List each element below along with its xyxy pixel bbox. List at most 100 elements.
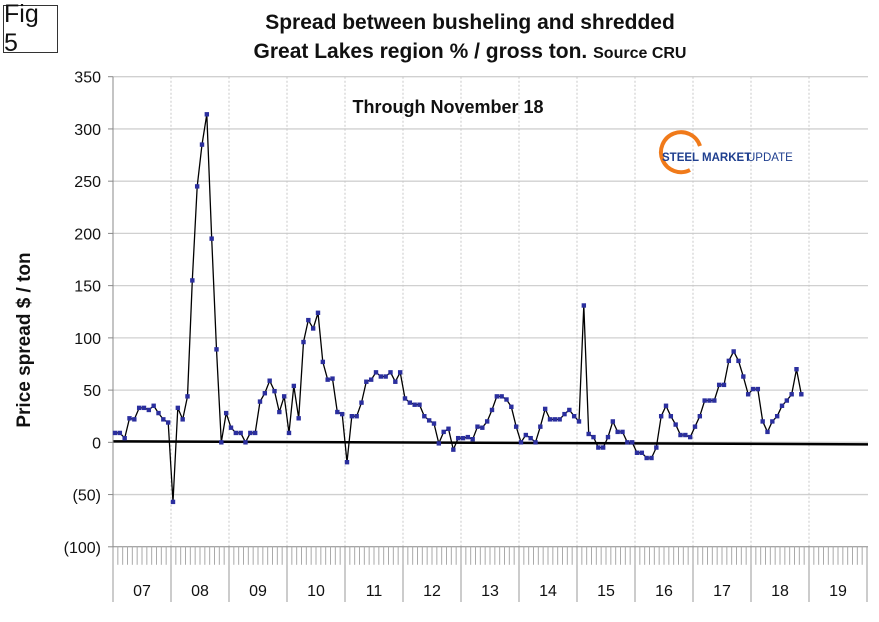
data-point bbox=[185, 394, 190, 399]
data-point bbox=[446, 426, 451, 431]
data-point bbox=[755, 386, 761, 392]
data-point bbox=[494, 394, 500, 399]
y-axis-label: Price spread $ / ton bbox=[14, 252, 35, 427]
data-point bbox=[552, 417, 558, 422]
y-axis: 350 300 250 200 150 100 50 0 (50) (100) bbox=[64, 70, 114, 557]
data-point bbox=[765, 429, 770, 435]
x-tick-label: 10 bbox=[307, 583, 325, 600]
data-point bbox=[634, 450, 640, 455]
data-point bbox=[330, 376, 335, 381]
data-point bbox=[325, 377, 330, 382]
data-point bbox=[774, 414, 780, 419]
data-point bbox=[122, 435, 127, 441]
data-point bbox=[692, 424, 698, 429]
data-point bbox=[716, 382, 722, 388]
data-point bbox=[625, 440, 630, 445]
data-point bbox=[620, 429, 625, 435]
data-point bbox=[596, 445, 601, 450]
data-point bbox=[383, 374, 388, 379]
data-point bbox=[470, 436, 475, 442]
data-point bbox=[542, 406, 548, 412]
y-tick-label: 250 bbox=[74, 174, 101, 191]
data-point bbox=[339, 411, 345, 417]
data-point bbox=[243, 440, 248, 445]
data-point bbox=[658, 414, 664, 419]
y-tick-label: 100 bbox=[74, 331, 101, 348]
data-point bbox=[683, 432, 688, 438]
data-point bbox=[141, 405, 147, 411]
x-tick-label: 18 bbox=[771, 583, 789, 600]
data-point bbox=[489, 407, 495, 413]
x-tick-label: 12 bbox=[423, 583, 441, 600]
chart-annotation: Through November 18 bbox=[352, 97, 543, 117]
x-tick-label: 09 bbox=[249, 583, 267, 600]
data-point bbox=[373, 370, 379, 375]
data-point bbox=[368, 377, 374, 382]
y-tick-label: (50) bbox=[73, 488, 101, 505]
data-point bbox=[475, 424, 480, 429]
data-point bbox=[364, 379, 369, 384]
y-tick-label: 0 bbox=[92, 435, 101, 452]
data-point bbox=[562, 411, 567, 417]
data-point bbox=[136, 405, 142, 411]
data-point bbox=[204, 112, 210, 117]
data-point bbox=[794, 367, 799, 372]
data-point bbox=[194, 184, 200, 189]
logo-swoosh-icon bbox=[659, 130, 702, 175]
data-point bbox=[513, 424, 519, 429]
data-point bbox=[731, 349, 736, 354]
data-point bbox=[451, 447, 456, 452]
data-point bbox=[600, 445, 606, 450]
data-point bbox=[509, 404, 514, 410]
x-tick-label: 07 bbox=[133, 583, 151, 600]
logo-text-bold: STEEL MARKET bbox=[662, 152, 751, 164]
data-point bbox=[736, 358, 741, 364]
data-point bbox=[199, 142, 205, 147]
chart-source: Source CRU bbox=[593, 45, 687, 62]
data-point bbox=[277, 409, 282, 415]
x-tick-label: 15 bbox=[597, 583, 615, 600]
data-point bbox=[190, 278, 195, 283]
y-tick-label: 350 bbox=[74, 70, 101, 87]
data-point bbox=[504, 397, 509, 402]
data-point bbox=[726, 358, 732, 364]
data-point bbox=[349, 414, 355, 419]
chart-title-line1: Spread between busheling and shredded bbox=[265, 11, 675, 34]
data-point bbox=[702, 398, 707, 403]
data-point bbox=[663, 403, 669, 408]
data-point bbox=[422, 414, 427, 419]
data-point bbox=[639, 450, 645, 455]
data-point bbox=[219, 440, 224, 445]
data-point bbox=[354, 414, 359, 419]
data-point bbox=[335, 409, 340, 415]
data-point bbox=[484, 419, 490, 424]
data-point bbox=[301, 339, 306, 345]
x-tick-label: 11 bbox=[366, 583, 383, 600]
data-point bbox=[668, 414, 674, 419]
data-point bbox=[455, 435, 461, 441]
x-tick-label: 08 bbox=[191, 583, 209, 600]
data-point bbox=[393, 379, 398, 384]
data-point bbox=[344, 459, 350, 465]
data-point bbox=[151, 403, 156, 408]
data-point bbox=[165, 420, 171, 425]
data-point bbox=[629, 440, 635, 445]
data-point bbox=[499, 394, 504, 399]
x-tick-label: 13 bbox=[481, 583, 499, 600]
data-point bbox=[789, 392, 794, 397]
data-point bbox=[262, 391, 268, 396]
x-tick-label: 19 bbox=[829, 583, 847, 600]
data-point bbox=[707, 398, 712, 403]
series bbox=[112, 112, 804, 505]
data-point bbox=[567, 407, 572, 413]
x-tick-label: 16 bbox=[655, 583, 673, 600]
data-point bbox=[557, 417, 562, 422]
data-point bbox=[161, 417, 166, 422]
chart-title-line2: Great Lakes region % / gross ton. Source… bbox=[0, 40, 879, 64]
chart-subtitle: Great Lakes region % / gross ton. bbox=[253, 40, 588, 63]
data-point bbox=[750, 386, 756, 392]
data-point bbox=[175, 405, 181, 411]
data-point bbox=[315, 310, 321, 315]
figure-label: Fig 5 bbox=[3, 0, 58, 57]
